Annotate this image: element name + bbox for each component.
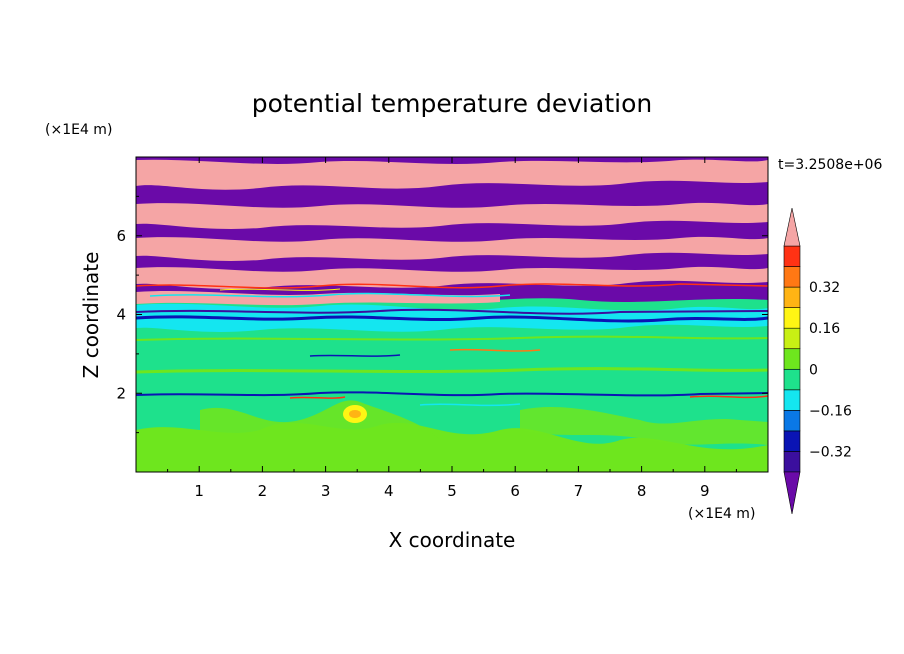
colorbar-label: 0.16 (809, 321, 840, 337)
colorbar-segment (783, 266, 801, 288)
colorbar-extend-low (783, 471, 801, 515)
x-tick-label: 6 (510, 482, 520, 500)
colorbar-label: 0.32 (809, 280, 840, 296)
x-tick-label: 1 (194, 482, 204, 500)
colorbar: 0.32 0.16 0 −0.16 −0.32 (783, 207, 852, 515)
x-tick-label: 8 (637, 482, 647, 500)
y-tick-label: 4 (116, 306, 126, 324)
colorbar-segment (783, 368, 801, 391)
colorbar-segment (783, 451, 801, 473)
colorbar-segment (783, 327, 801, 350)
x-axis-unit: (×1E4 m) (688, 506, 755, 522)
chart-title: potential temperature deviation (252, 89, 652, 118)
colorbar-segment (783, 245, 801, 267)
x-tick-label: 2 (258, 482, 268, 500)
colorbar-segment (783, 307, 801, 329)
plot-area (136, 157, 768, 472)
colorbar-extend-high (783, 207, 801, 247)
x-tick-label: 4 (384, 482, 394, 500)
y-axis-unit: (×1E4 m) (45, 122, 112, 138)
colorbar-label: −0.32 (809, 444, 852, 460)
colorbar-label: −0.16 (809, 403, 852, 419)
y-axis-ticks: 2 4 6 (116, 195, 768, 434)
time-label: t=3.2508e+06 (778, 157, 882, 173)
colorbar-segment (783, 348, 801, 370)
x-tick-label: 9 (700, 482, 710, 500)
colorbar-label: 0 (809, 362, 818, 378)
x-tick-label: 5 (447, 482, 457, 500)
x-tick-label: 3 (321, 482, 331, 500)
x-axis-ticks: 1 2 3 4 5 6 7 8 9 (167, 157, 737, 500)
colorbar-segment (783, 430, 801, 452)
y-tick-label: 6 (116, 227, 126, 245)
x-axis-label: X coordinate (389, 528, 516, 552)
y-axis-label: Z coordinate (79, 252, 103, 379)
x-tick-label: 7 (574, 482, 584, 500)
colorbar-segment (783, 286, 801, 308)
colorbar-segment (783, 389, 801, 411)
colorbar-segment (783, 410, 801, 432)
y-tick-label: 2 (116, 384, 126, 402)
